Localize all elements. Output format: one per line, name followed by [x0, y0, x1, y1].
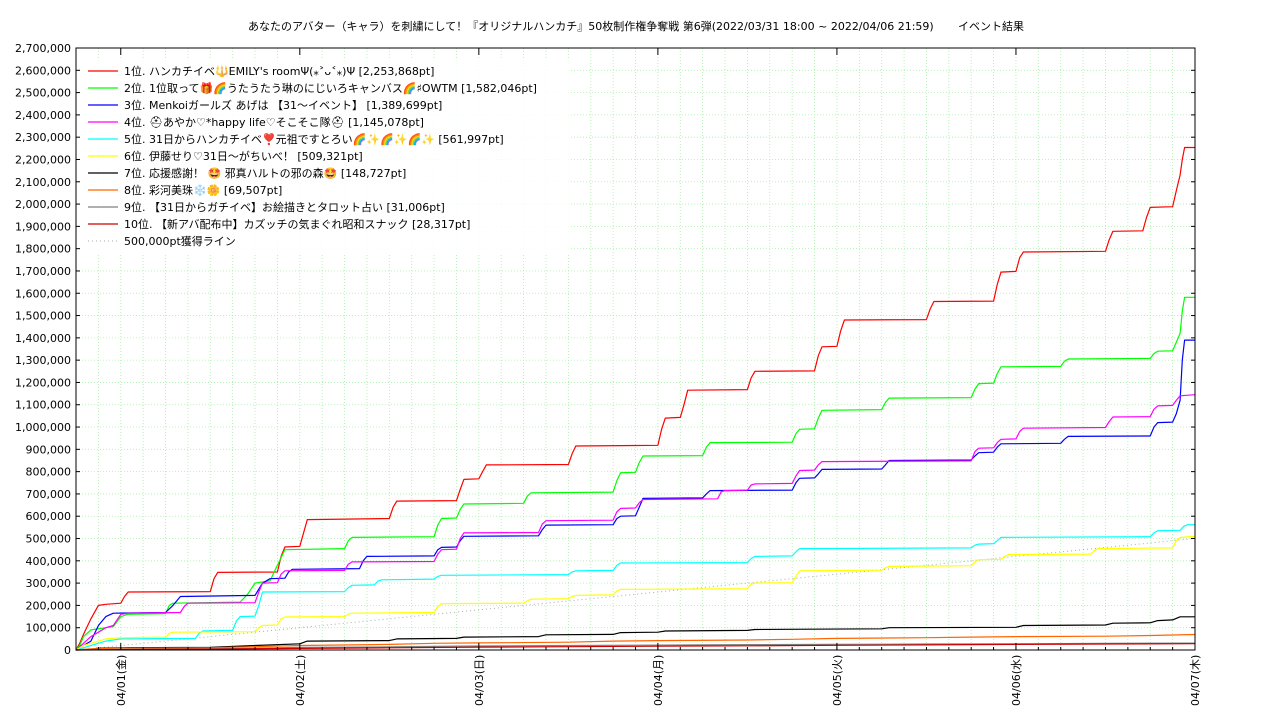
x-axis: 04/01(金) 04/02(土) 04/03(日) 04/04(月) 04/05(火)…	[97, 48, 1202, 706]
y-tick-label: 1,400,000	[15, 332, 71, 345]
y-tick-label: 700,000	[26, 488, 72, 501]
y-axis: 0 100,000 200,000 300,000 400,000 500,000 600,…	[15, 42, 1195, 657]
y-tick-label: 2,400,000	[15, 109, 71, 122]
series-line-6	[75, 535, 1196, 651]
legend-label: 6位. 伊藤せり♡31日〜がちいべ！ [509,321pt]	[124, 149, 363, 163]
legend-label: 7位. 応援感謝！ 🤩 邪真ハルトの邪の森🤩 [148,727pt]	[124, 166, 406, 180]
series-line-4	[75, 394, 1196, 651]
series-line-3	[75, 339, 1195, 651]
series-line-7	[75, 616, 1195, 651]
y-tick-label: 900,000	[26, 443, 72, 456]
y-tick-label: 2,500,000	[15, 87, 71, 100]
series-line-10	[75, 643, 1196, 651]
y-tick-label: 2,200,000	[15, 153, 71, 166]
y-tick-label: 1,500,000	[15, 310, 71, 323]
y-tick-label: 1,200,000	[15, 376, 71, 389]
y-tick-label: 400,000	[26, 555, 72, 568]
series-line-8	[75, 633, 1196, 651]
y-tick-label: 2,600,000	[15, 64, 71, 77]
y-tick-label: 2,000,000	[15, 198, 71, 211]
y-tick-label: 1,700,000	[15, 265, 71, 278]
legend-label: 9位. 【31日からガチイベ】お絵描きとタロット占い [31,006pt]	[124, 200, 445, 214]
y-tick-label: 500,000	[26, 533, 72, 546]
x-tick-label: 04/03(日)	[473, 655, 486, 706]
chart-title: あなたのアバター（キャラ）を刺繍にして！『オリジナルハンカチ』50枚制作権争奪戦…	[248, 19, 934, 33]
x-tick-label: 04/05(火)	[831, 655, 844, 706]
legend-label: 4位. ⛑あやか♡*happy life♡そこそこ隊⛑ [1,145,078pt…	[124, 115, 424, 129]
x-tick-label: 04/07(木)	[1189, 655, 1202, 706]
y-tick-label: 300,000	[26, 577, 72, 590]
y-tick-label: 1,000,000	[15, 421, 71, 434]
y-tick-label: 1,100,000	[15, 399, 71, 412]
legend-label: 2位. 1位取って🎁🌈うたうたう琳のにじいろキャンバス🌈♯OWTM [1,582…	[124, 81, 537, 95]
y-tick-label: 800,000	[26, 466, 72, 479]
y-tick-label: 1,600,000	[15, 287, 71, 300]
y-tick-label: 0	[64, 644, 71, 657]
legend: 1位. ハンカチイベ🔱EMILY's roomΨ(⁎˃ᴗ˂⁎)Ψ [2,253,…	[80, 60, 570, 254]
grid	[76, 48, 1195, 650]
chart-subtitle: イベント結果	[958, 19, 1024, 33]
legend-label: 10位. 【新アバ配布中】カズッチの気まぐれ昭和スナック [28,317pt]	[124, 217, 470, 231]
y-tick-label: 100,000	[26, 622, 72, 635]
y-tick-label: 200,000	[26, 599, 72, 612]
y-tick-label: 1,800,000	[15, 243, 71, 256]
legend-label: 1位. ハンカチイベ🔱EMILY's roomΨ(⁎˃ᴗ˂⁎)Ψ [2,253,…	[124, 64, 434, 78]
series-line-5	[75, 524, 1195, 651]
y-tick-label: 1,900,000	[15, 220, 71, 233]
y-tick-label: 2,100,000	[15, 176, 71, 189]
series-line-1	[75, 146, 1195, 651]
x-tick-label: 04/01(金)	[114, 655, 128, 706]
legend-label: 5位. 31日からハンカチイベ❣️元祖ですとろい🌈✨🌈✨🌈✨ [561,997p…	[124, 132, 504, 146]
x-tick-label: 04/06(水)	[1010, 655, 1023, 706]
y-tick-label: 600,000	[26, 510, 72, 523]
y-tick-label: 2,300,000	[15, 131, 71, 144]
x-tick-label: 04/04(月)	[652, 655, 665, 706]
legend-label: 8位. 彩河美珠❄️🌼 [69,507pt]	[124, 183, 282, 197]
y-tick-label: 2,700,000	[15, 42, 71, 55]
y-tick-label: 1,300,000	[15, 354, 71, 367]
legend-label: 3位. Menkoiガールズ あげは 【31～イベント】 [1,389,699p…	[124, 98, 442, 112]
legend-box	[80, 60, 570, 254]
legend-label: 500,000pt獲得ライン	[124, 235, 236, 248]
x-tick-label: 04/02(土)	[294, 655, 307, 706]
